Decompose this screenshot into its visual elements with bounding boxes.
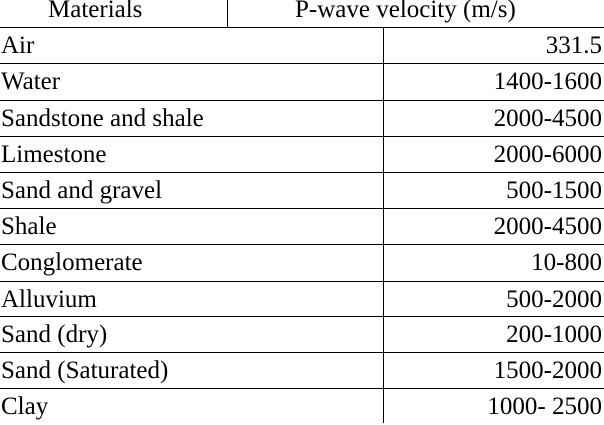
header-materials: Materials	[48, 0, 143, 23]
table-row: Water 1400-1600	[0, 64, 604, 101]
material-cell: Conglomerate	[1, 249, 143, 276]
velocity-cell: 2000-4500	[493, 213, 602, 240]
velocity-cell: 2000-4500	[493, 105, 602, 132]
table-row: Alluvium 500-2000	[0, 282, 604, 317]
velocity-cell: 331.5	[545, 32, 602, 59]
velocity-cell: 1000- 2500	[487, 393, 602, 420]
table-row: Conglomerate 10-800	[0, 245, 604, 282]
material-cell: Shale	[1, 213, 57, 240]
material-cell: Sand and gravel	[1, 177, 163, 204]
table-row: Sand and gravel 500-1500	[0, 173, 604, 209]
table-row: Clay 1000- 2500	[0, 389, 604, 423]
material-cell: Water	[1, 68, 61, 95]
material-cell: Sandstone and shale	[1, 105, 204, 132]
velocity-cell: 500-1500	[506, 177, 602, 204]
velocity-cell: 500-2000	[506, 286, 602, 313]
table-row: Sand (dry) 200-1000	[0, 317, 604, 353]
material-cell: Limestone	[1, 141, 107, 168]
material-cell: Sand (Saturated)	[1, 357, 169, 384]
table-row: Sandstone and shale 2000-4500	[0, 101, 604, 137]
velocity-cell: 1400-1600	[493, 68, 602, 95]
material-cell: Sand (dry)	[1, 321, 108, 348]
material-cell: Air	[1, 32, 35, 59]
velocity-cell: 200-1000	[506, 321, 602, 348]
table-row: Air 331.5	[0, 28, 604, 64]
header-divider	[227, 0, 228, 27]
header-velocity: P-wave velocity (m/s)	[295, 0, 516, 23]
table-row: Sand (Saturated) 1500-2000	[0, 353, 604, 389]
velocity-cell: 1500-2000	[493, 357, 602, 384]
table-row: Shale 2000-4500	[0, 209, 604, 245]
velocity-cell: 2000-6000	[493, 141, 602, 168]
velocity-cell: 10-800	[531, 249, 602, 276]
table-row: Limestone 2000-6000	[0, 137, 604, 173]
material-cell: Clay	[1, 393, 49, 420]
table-header: Materials P-wave velocity (m/s)	[0, 0, 604, 28]
material-cell: Alluvium	[1, 286, 97, 313]
column-divider	[383, 28, 384, 423]
